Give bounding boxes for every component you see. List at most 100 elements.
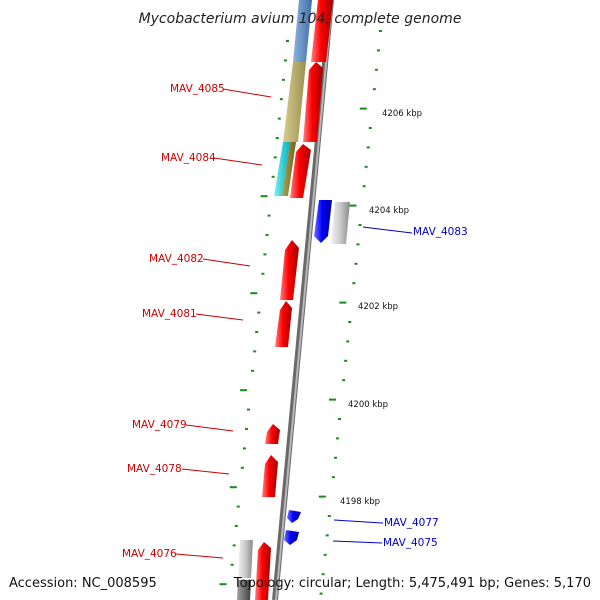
gene-arrow-mav-4075 bbox=[284, 530, 299, 545]
leader-mav-4076 bbox=[175, 553, 224, 559]
gene-arrow-mav-4081 bbox=[275, 301, 292, 347]
gene-block-gray-mav-4083 bbox=[331, 202, 350, 244]
minor-tick-outer bbox=[354, 262, 358, 265]
gene-label: MAV_4081 bbox=[142, 308, 197, 320]
minor-tick-outer bbox=[327, 515, 331, 517]
gene-label: MAV_4077 bbox=[384, 517, 439, 529]
minor-tick-inner bbox=[234, 525, 238, 527]
tick-label: 4200 kbp bbox=[348, 400, 388, 410]
minor-tick-inner bbox=[253, 350, 257, 353]
minor-tick-inner bbox=[283, 59, 287, 62]
minor-tick-outer bbox=[376, 49, 380, 52]
gene-arrow-mav-4079 bbox=[265, 424, 280, 444]
genome-summary-text: Topology: circular; Length: 5,475,491 bp… bbox=[233, 576, 591, 591]
major-tick-inner bbox=[250, 292, 258, 295]
minor-tick-inner bbox=[267, 214, 271, 217]
gene-arrow-top-a bbox=[311, 0, 333, 62]
leader-mav-4083 bbox=[362, 226, 413, 234]
gene-label: MAV_4078 bbox=[127, 463, 182, 475]
minor-tick-inner bbox=[281, 78, 285, 81]
minor-tick-outer bbox=[325, 534, 329, 537]
leader-mav-4085 bbox=[222, 88, 272, 98]
gene-arrow-mav-4082 bbox=[280, 240, 299, 300]
feature-track bbox=[237, 0, 312, 600]
minor-tick-outer bbox=[333, 456, 337, 459]
minor-tick-outer bbox=[331, 476, 335, 479]
minor-tick-outer bbox=[362, 185, 366, 188]
major-tick-outer bbox=[359, 107, 367, 110]
map-title: Mycobacterium avium 104, complete genome bbox=[139, 11, 462, 27]
genome-backbone bbox=[272, 0, 334, 600]
tick-label: 4206 kbp bbox=[382, 109, 422, 119]
minor-tick-outer bbox=[358, 224, 362, 226]
minor-tick-outer bbox=[372, 88, 376, 91]
minor-tick-outer bbox=[348, 321, 352, 323]
gene-arrow-mav-4078 bbox=[262, 455, 278, 497]
minor-tick-inner bbox=[244, 428, 248, 430]
minor-tick-inner bbox=[232, 544, 236, 547]
leader-mav-4078 bbox=[181, 468, 230, 475]
minor-tick-inner bbox=[265, 234, 269, 236]
gene-label: MAV_4084 bbox=[161, 152, 216, 164]
minor-tick-outer bbox=[346, 340, 350, 343]
minor-tick-outer bbox=[335, 437, 339, 440]
feature-block-khaki bbox=[283, 62, 306, 142]
minor-tick-inner bbox=[240, 466, 244, 469]
forward-genes bbox=[255, 0, 333, 600]
minor-tick-outer bbox=[352, 282, 356, 285]
minor-tick-inner bbox=[275, 137, 279, 139]
minor-tick-outer bbox=[338, 418, 342, 420]
major-tick-outer bbox=[339, 301, 347, 304]
tick-label: 4198 kbp bbox=[340, 497, 380, 507]
tick-marks bbox=[219, 30, 382, 595]
minor-tick-outer bbox=[344, 359, 348, 362]
minor-tick-outer bbox=[319, 592, 323, 595]
gene-arrow-mav-4083 bbox=[314, 200, 332, 243]
minor-tick-inner bbox=[230, 563, 234, 566]
leader-mav-4084 bbox=[213, 157, 263, 166]
gene-arrow-mav-4084 bbox=[290, 144, 311, 198]
minor-tick-outer bbox=[379, 30, 382, 32]
gene-arrow-mav-4085 bbox=[303, 62, 323, 142]
minor-tick-outer bbox=[342, 379, 346, 382]
tick-label: 4204 kbp bbox=[369, 206, 409, 216]
leader-mav-4081 bbox=[195, 313, 244, 321]
feature-block-olive bbox=[282, 142, 296, 196]
gene-label: MAV_4075 bbox=[383, 537, 438, 549]
minor-tick-outer bbox=[323, 553, 327, 556]
minor-tick-inner bbox=[257, 311, 261, 314]
minor-tick-inner bbox=[263, 253, 267, 256]
major-tick-outer bbox=[349, 204, 357, 207]
gene-arrow-mav-4076 bbox=[255, 542, 271, 600]
minor-tick-inner bbox=[261, 272, 265, 275]
leader-mav-4077 bbox=[333, 519, 384, 524]
gene-label: MAV_4085 bbox=[170, 83, 225, 95]
feature-block-gray bbox=[238, 540, 253, 578]
label-leaders bbox=[175, 88, 413, 559]
major-tick-outer bbox=[329, 398, 337, 401]
major-tick-inner bbox=[229, 486, 237, 489]
leader-mav-4075 bbox=[332, 540, 383, 544]
gene-label: MAV_4083 bbox=[413, 226, 468, 238]
minor-tick-inner bbox=[286, 40, 289, 42]
major-tick-inner bbox=[219, 583, 227, 586]
leader-mav-4082 bbox=[202, 258, 251, 267]
major-tick-inner bbox=[240, 389, 248, 392]
gene-label: MAV_4082 bbox=[149, 253, 204, 265]
position-labels: 4206 kbp 4204 kbp 4202 kbp 4200 kbp 4198… bbox=[340, 109, 422, 507]
minor-tick-inner bbox=[255, 331, 259, 333]
minor-tick-outer bbox=[364, 165, 368, 168]
gene-arrow-mav-4077 bbox=[287, 510, 301, 523]
gene-label: MAV_4076 bbox=[122, 548, 177, 560]
gene-label: MAV_4079 bbox=[132, 419, 187, 431]
feature-block-steel bbox=[293, 0, 312, 62]
leader-mav-4079 bbox=[185, 424, 234, 432]
minor-tick-inner bbox=[242, 447, 246, 450]
minor-tick-outer bbox=[366, 146, 370, 149]
minor-tick-inner bbox=[271, 175, 275, 178]
major-tick-inner bbox=[260, 195, 268, 198]
feature-block-darkgray bbox=[237, 580, 251, 600]
minor-tick-outer bbox=[321, 573, 325, 576]
gene-labels: MAV_4085 MAV_4084 MAV_4083 MAV_4082 MAV_… bbox=[122, 83, 468, 560]
